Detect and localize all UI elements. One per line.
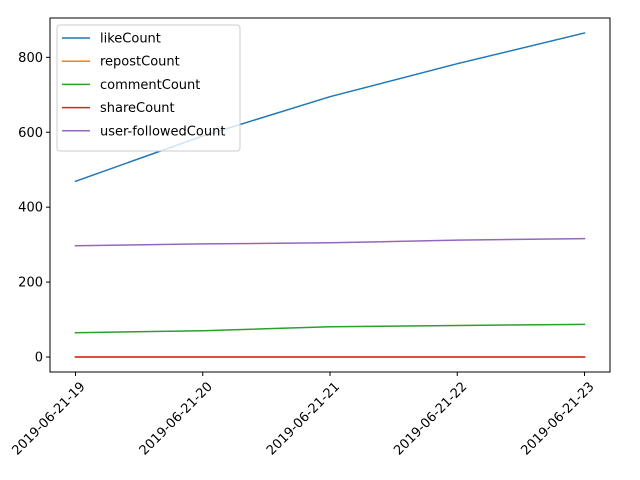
series-line-4: [74, 237, 586, 247]
y-tick-label: 800: [18, 51, 43, 66]
legend-label-3: shareCount: [100, 101, 175, 116]
legend: likeCount repostCount commentCount shareCou…: [56, 24, 241, 152]
y-tick-label: 400: [18, 201, 43, 216]
legend-box: [56, 24, 241, 152]
legend-label-0: likeCount: [100, 32, 161, 47]
series-line-2: [74, 323, 586, 334]
y-tick-label: 600: [18, 126, 43, 141]
legend-label-1: repostCount: [100, 55, 180, 70]
legend-label-4: user-followedCount: [100, 124, 225, 139]
legend-label-2: commentCount: [100, 78, 200, 93]
y-tick-label: 200: [18, 276, 43, 291]
y-tick-label: 0: [35, 351, 43, 366]
